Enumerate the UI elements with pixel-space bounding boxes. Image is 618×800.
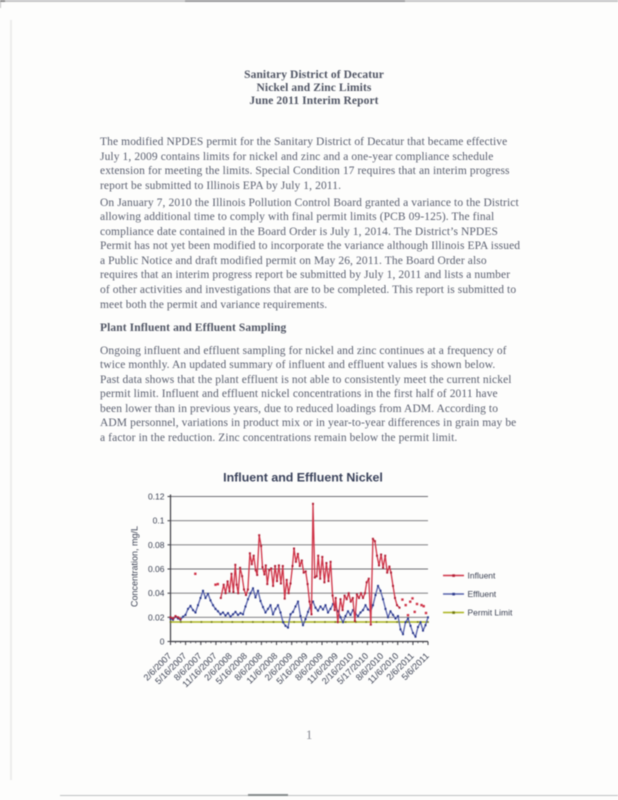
svg-text:0.02: 0.02 (148, 612, 165, 622)
svg-text:0.04: 0.04 (148, 588, 165, 598)
svg-text:0.08: 0.08 (148, 540, 165, 550)
svg-text:0.06: 0.06 (148, 564, 165, 574)
svg-text:Permit Limit: Permit Limit (468, 608, 514, 618)
svg-text:Concentration, mg/L: Concentration, mg/L (130, 526, 140, 607)
svg-text:0.1: 0.1 (153, 516, 165, 526)
svg-text:Effluent: Effluent (468, 589, 497, 599)
svg-text:0: 0 (160, 637, 165, 647)
svg-text:Influent and Effluent Nickel: Influent and Effluent Nickel (223, 471, 383, 485)
svg-text:Influent: Influent (468, 571, 497, 581)
svg-text:0.12: 0.12 (148, 492, 165, 502)
